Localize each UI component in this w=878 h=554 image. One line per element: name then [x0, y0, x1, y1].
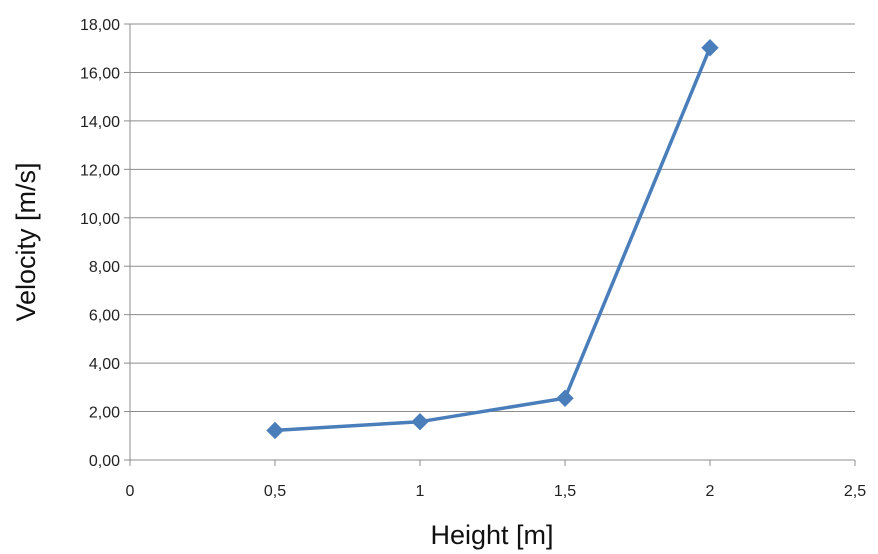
- x-tick-label: 2,5: [844, 483, 866, 500]
- y-tick-label: 16,00: [80, 65, 120, 82]
- x-tick-label: 0,5: [264, 483, 286, 500]
- x-axis-title: Height [m]: [430, 520, 553, 550]
- x-tick-label: 2: [706, 483, 715, 500]
- y-tick-label: 0,00: [89, 453, 120, 470]
- y-tick-label: 14,00: [80, 114, 120, 131]
- x-tick-label: 1,5: [554, 483, 576, 500]
- y-tick-label: 2,00: [89, 405, 120, 422]
- y-tick-label: 10,00: [80, 211, 120, 228]
- series-line: [274, 47, 712, 433]
- tick-labels: 0,00 2,00 4,00 6,00 8,00 10,00 12,00 14,00 16,00…: [80, 17, 866, 500]
- x-tick-label: 0: [126, 483, 135, 500]
- data-point-marker: [411, 413, 429, 431]
- y-tick-label: 18,00: [80, 17, 120, 34]
- data-point-marker: [556, 389, 574, 407]
- y-tick-label: 8,00: [89, 259, 120, 276]
- series: [266, 39, 719, 440]
- axes: [124, 23, 856, 466]
- y-tick-label: 4,00: [89, 356, 120, 373]
- y-tick-label: 12,00: [80, 162, 120, 179]
- gridlines: [130, 23, 855, 413]
- y-tick-label: 6,00: [89, 308, 120, 325]
- x-tick-label: 1: [416, 483, 425, 500]
- data-point-marker: [266, 421, 284, 440]
- y-axis-title: Velocity [m/s]: [11, 162, 41, 321]
- data-point-marker: [701, 39, 719, 57]
